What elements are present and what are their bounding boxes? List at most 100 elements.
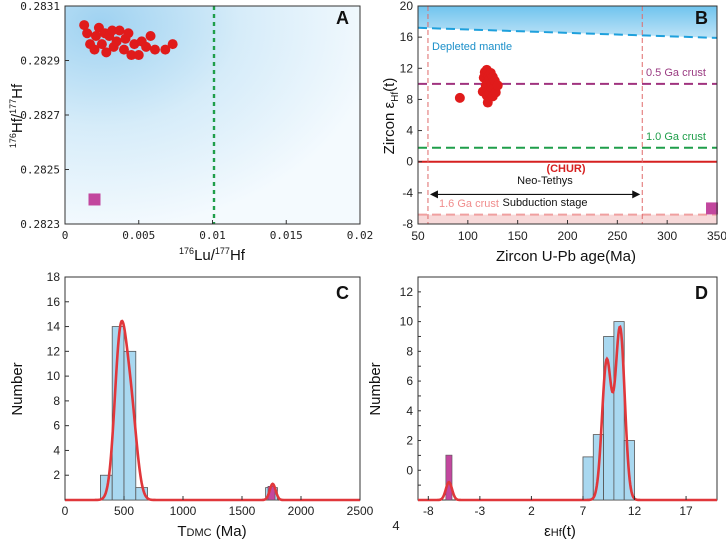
panel-d-ticks: -8 -3 2 7 12 17 0 2 4 6 8 10 12: [400, 285, 693, 518]
panel-a-ylabel: 176Hf/177Hf: [8, 83, 26, 148]
panel-d-density-curve: [418, 325, 717, 502]
y-tick-label: 0.2827: [20, 109, 60, 122]
y-tick-label: -4: [402, 186, 413, 200]
y-tick-label: -8: [402, 217, 413, 231]
y-tick-label: 6: [53, 419, 60, 433]
panel-d: -8 -3 2 7 12 17 0 2 4 6 8 10 12 D εHf(t) Number: [367, 276, 718, 540]
y-tick-label: 16: [47, 295, 61, 309]
y-tick-label: 4: [406, 404, 413, 418]
x-tick-label: 100: [458, 229, 478, 243]
x-tick-label: 0.01: [199, 229, 226, 242]
page-label: 4: [392, 518, 399, 533]
data-point: [89, 44, 100, 55]
x-tick-label: 0: [62, 229, 69, 242]
x-tick-label: 150: [508, 229, 528, 243]
data-point: [107, 25, 118, 36]
label-chur: (CHUR): [546, 163, 585, 175]
data-point: [141, 41, 152, 52]
x-tick-label: 1500: [229, 504, 256, 518]
x-tick-label: 250: [607, 229, 627, 243]
label-0-5-ga-crust: 0.5 Ga crust: [646, 67, 706, 79]
data-point: [101, 47, 112, 58]
data-point: [111, 36, 122, 47]
x-tick-label: 2000: [288, 504, 315, 518]
x-tick-label: -8: [423, 504, 434, 518]
y-tick-label: 4: [53, 443, 60, 457]
panel-b-points: [454, 64, 719, 215]
data-point: [149, 44, 160, 55]
data-point: [114, 25, 125, 36]
x-tick-label: 0.005: [122, 229, 155, 242]
x-tick-label: 300: [657, 229, 677, 243]
panel-a-points: [79, 20, 178, 206]
panel-b-arrow: [429, 190, 641, 199]
panel-b-plot-area: [418, 6, 717, 224]
y-tick-label: 8: [406, 92, 413, 106]
data-point-square: [88, 193, 101, 206]
data-point: [123, 28, 134, 39]
data-point: [119, 44, 129, 55]
y-tick-label: 0: [406, 463, 413, 477]
y-tick-label: 14: [47, 320, 61, 334]
panel-a-xlabel: 176Lu/177Hf: [179, 246, 246, 264]
data-point: [145, 30, 156, 41]
y-tick-label: 0.2823: [20, 218, 60, 231]
x-tick-label: 50: [411, 229, 425, 243]
label-1-0-ga-crust: 1.0 Ga crust: [646, 131, 706, 143]
histogram-bar: [582, 456, 594, 501]
y-tick-label: 16: [400, 30, 414, 44]
x-tick-label: 0.02: [347, 229, 374, 242]
y-tick-label: 20: [400, 0, 414, 13]
data-point: [454, 92, 465, 103]
highlight-bar: [445, 454, 453, 501]
x-tick-label: 12: [628, 504, 642, 518]
panel-b: 50 100 150 200 250 300 350 -8 -4 0 4 8 12 16 20 Deplet…: [381, 0, 726, 265]
panel-a: 0 0.005 0.01 0.015 0.02 0.2823 0.2825 0.2827 0.2…: [8, 0, 373, 264]
x-tick-label: 200: [557, 229, 577, 243]
data-point: [90, 30, 101, 41]
y-tick-label: 12: [400, 285, 414, 299]
panel-b-ticks: 50 100 150 200 250 300 350 -8 -4 0 4 8 12 16 20: [400, 0, 726, 243]
panel-b-letter: B: [695, 8, 708, 28]
y-tick-label: 4: [406, 124, 413, 138]
data-point: [133, 50, 144, 61]
panel-c-ticks: 0 500 1000 1500 2000 2500 2 4 6 8 10 12 14 16 18: [47, 270, 374, 518]
x-tick-label: 17: [679, 504, 693, 518]
y-tick-label: 2: [53, 468, 60, 482]
panel-c-letter: C: [336, 283, 349, 303]
panel-c-ylabel: Number: [9, 362, 26, 415]
label-depleted-mantle: Depleted mantle: [432, 41, 512, 53]
y-tick-label: 12: [400, 61, 414, 75]
x-tick-label: 0.015: [270, 229, 303, 242]
y-tick-label: 2: [406, 434, 413, 448]
panel-b-xlabel: Zircon U-Pb age(Ma): [496, 248, 636, 265]
evolution-line: [417, 26, 718, 39]
panel-d-ylabel: Number: [367, 362, 384, 415]
panel-d-letter: D: [695, 283, 708, 303]
y-tick-label: 8: [53, 394, 60, 408]
x-tick-label: 1000: [170, 504, 197, 518]
data-point: [167, 39, 178, 50]
x-tick-label: 2500: [347, 504, 374, 518]
y-tick-label: 18: [47, 270, 61, 284]
data-point: [160, 44, 171, 55]
panel-d-frame: [417, 276, 718, 501]
panel-d-xlabel: εHf(t): [544, 523, 576, 540]
y-tick-label: 0.2831: [20, 0, 60, 13]
y-tick-label: 10: [47, 369, 61, 383]
y-tick-label: 0.2829: [20, 55, 60, 68]
x-tick-label: -3: [475, 504, 486, 518]
data-point-square: [706, 202, 719, 215]
y-tick-label: 8: [406, 344, 413, 358]
panel-a-letter: A: [336, 8, 349, 28]
data-point: [96, 39, 107, 50]
panel-a-ticks: 0 0.005 0.01 0.015 0.02 0.2823 0.2825 0.2827 0.2…: [20, 0, 373, 242]
data-point: [79, 20, 90, 31]
y-tick-label: 12: [47, 344, 61, 358]
label-1-6-ga-crust: 1.6 Ga crust: [439, 198, 499, 210]
y-tick-label: 10: [400, 315, 414, 329]
y-tick-label: 6: [406, 374, 413, 388]
panel-b-ylabel: Zircon εHf(t): [381, 78, 401, 155]
panel-c-density-curve: [65, 319, 360, 502]
